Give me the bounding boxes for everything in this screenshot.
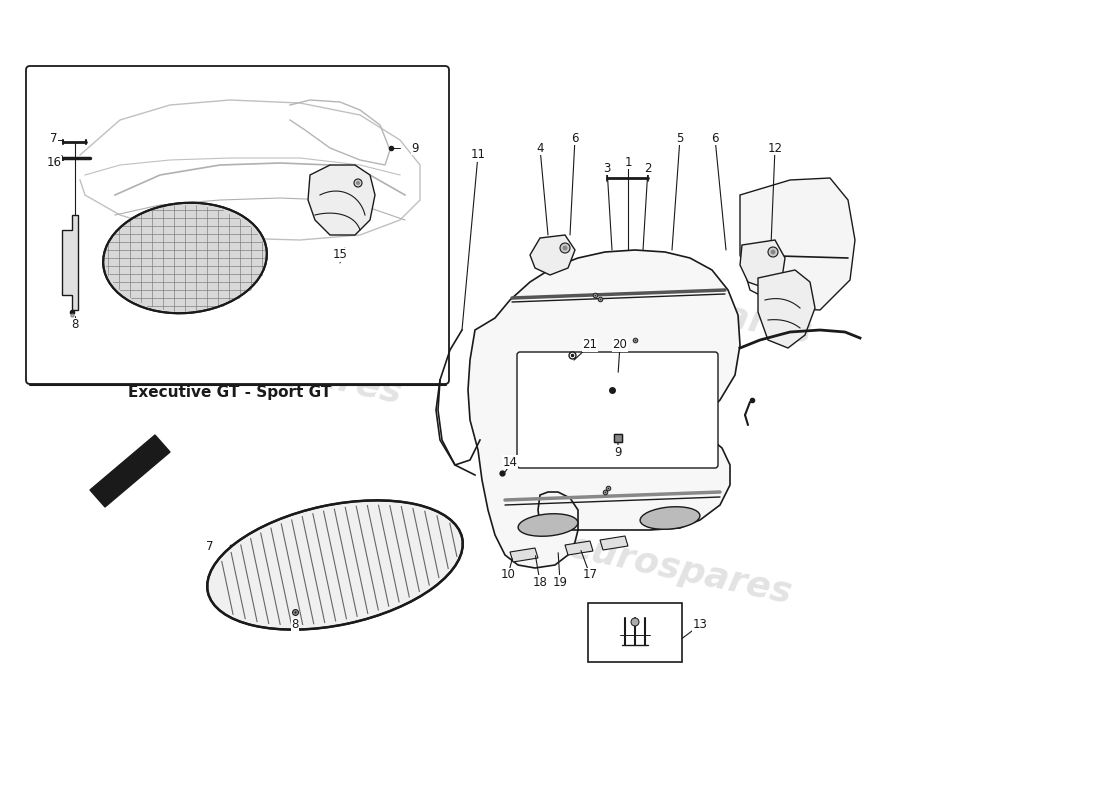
Ellipse shape xyxy=(640,506,700,530)
Polygon shape xyxy=(468,250,740,568)
Text: 15: 15 xyxy=(332,249,348,262)
Polygon shape xyxy=(62,215,78,310)
Text: 4: 4 xyxy=(537,142,543,154)
Ellipse shape xyxy=(768,247,778,257)
Text: 20: 20 xyxy=(613,338,627,351)
Ellipse shape xyxy=(103,202,267,314)
Text: 7: 7 xyxy=(207,541,213,554)
Polygon shape xyxy=(565,541,593,555)
Polygon shape xyxy=(740,240,785,288)
Ellipse shape xyxy=(354,179,362,187)
Ellipse shape xyxy=(562,246,568,250)
Text: 1: 1 xyxy=(625,155,631,169)
Ellipse shape xyxy=(207,500,463,630)
Text: 6: 6 xyxy=(571,131,579,145)
Text: eurospares: eurospares xyxy=(175,330,405,410)
FancyBboxPatch shape xyxy=(26,66,449,384)
FancyBboxPatch shape xyxy=(517,352,718,468)
Polygon shape xyxy=(740,178,855,310)
Text: 19: 19 xyxy=(552,575,568,589)
Text: eurospares: eurospares xyxy=(564,530,795,610)
Text: 21: 21 xyxy=(583,338,597,351)
FancyBboxPatch shape xyxy=(588,603,682,662)
Text: 8: 8 xyxy=(292,618,299,631)
Text: 11: 11 xyxy=(471,149,485,162)
Text: 3: 3 xyxy=(603,162,611,174)
Text: 6: 6 xyxy=(712,131,718,145)
Polygon shape xyxy=(510,548,538,562)
Polygon shape xyxy=(600,536,628,550)
Text: 8: 8 xyxy=(72,318,79,331)
Text: 14: 14 xyxy=(503,455,517,469)
Text: 9: 9 xyxy=(614,446,622,458)
Polygon shape xyxy=(308,165,375,235)
Text: 9: 9 xyxy=(411,142,419,154)
Ellipse shape xyxy=(518,514,578,536)
Ellipse shape xyxy=(770,250,776,254)
Text: 7: 7 xyxy=(51,131,57,145)
Text: 12: 12 xyxy=(768,142,782,154)
Text: 10: 10 xyxy=(500,569,516,582)
Text: 17: 17 xyxy=(583,569,597,582)
Text: 18: 18 xyxy=(532,575,548,589)
Ellipse shape xyxy=(560,243,570,253)
Ellipse shape xyxy=(631,618,639,626)
Text: Executive GT - Sport GT: Executive GT - Sport GT xyxy=(129,386,332,401)
Ellipse shape xyxy=(356,181,360,185)
Text: 13: 13 xyxy=(693,618,707,631)
Text: 16: 16 xyxy=(46,157,62,170)
Text: 2: 2 xyxy=(645,162,651,174)
Polygon shape xyxy=(90,435,170,507)
Text: 5: 5 xyxy=(676,131,684,145)
Polygon shape xyxy=(758,270,815,348)
Polygon shape xyxy=(530,235,575,275)
Text: eurospares: eurospares xyxy=(585,270,815,350)
